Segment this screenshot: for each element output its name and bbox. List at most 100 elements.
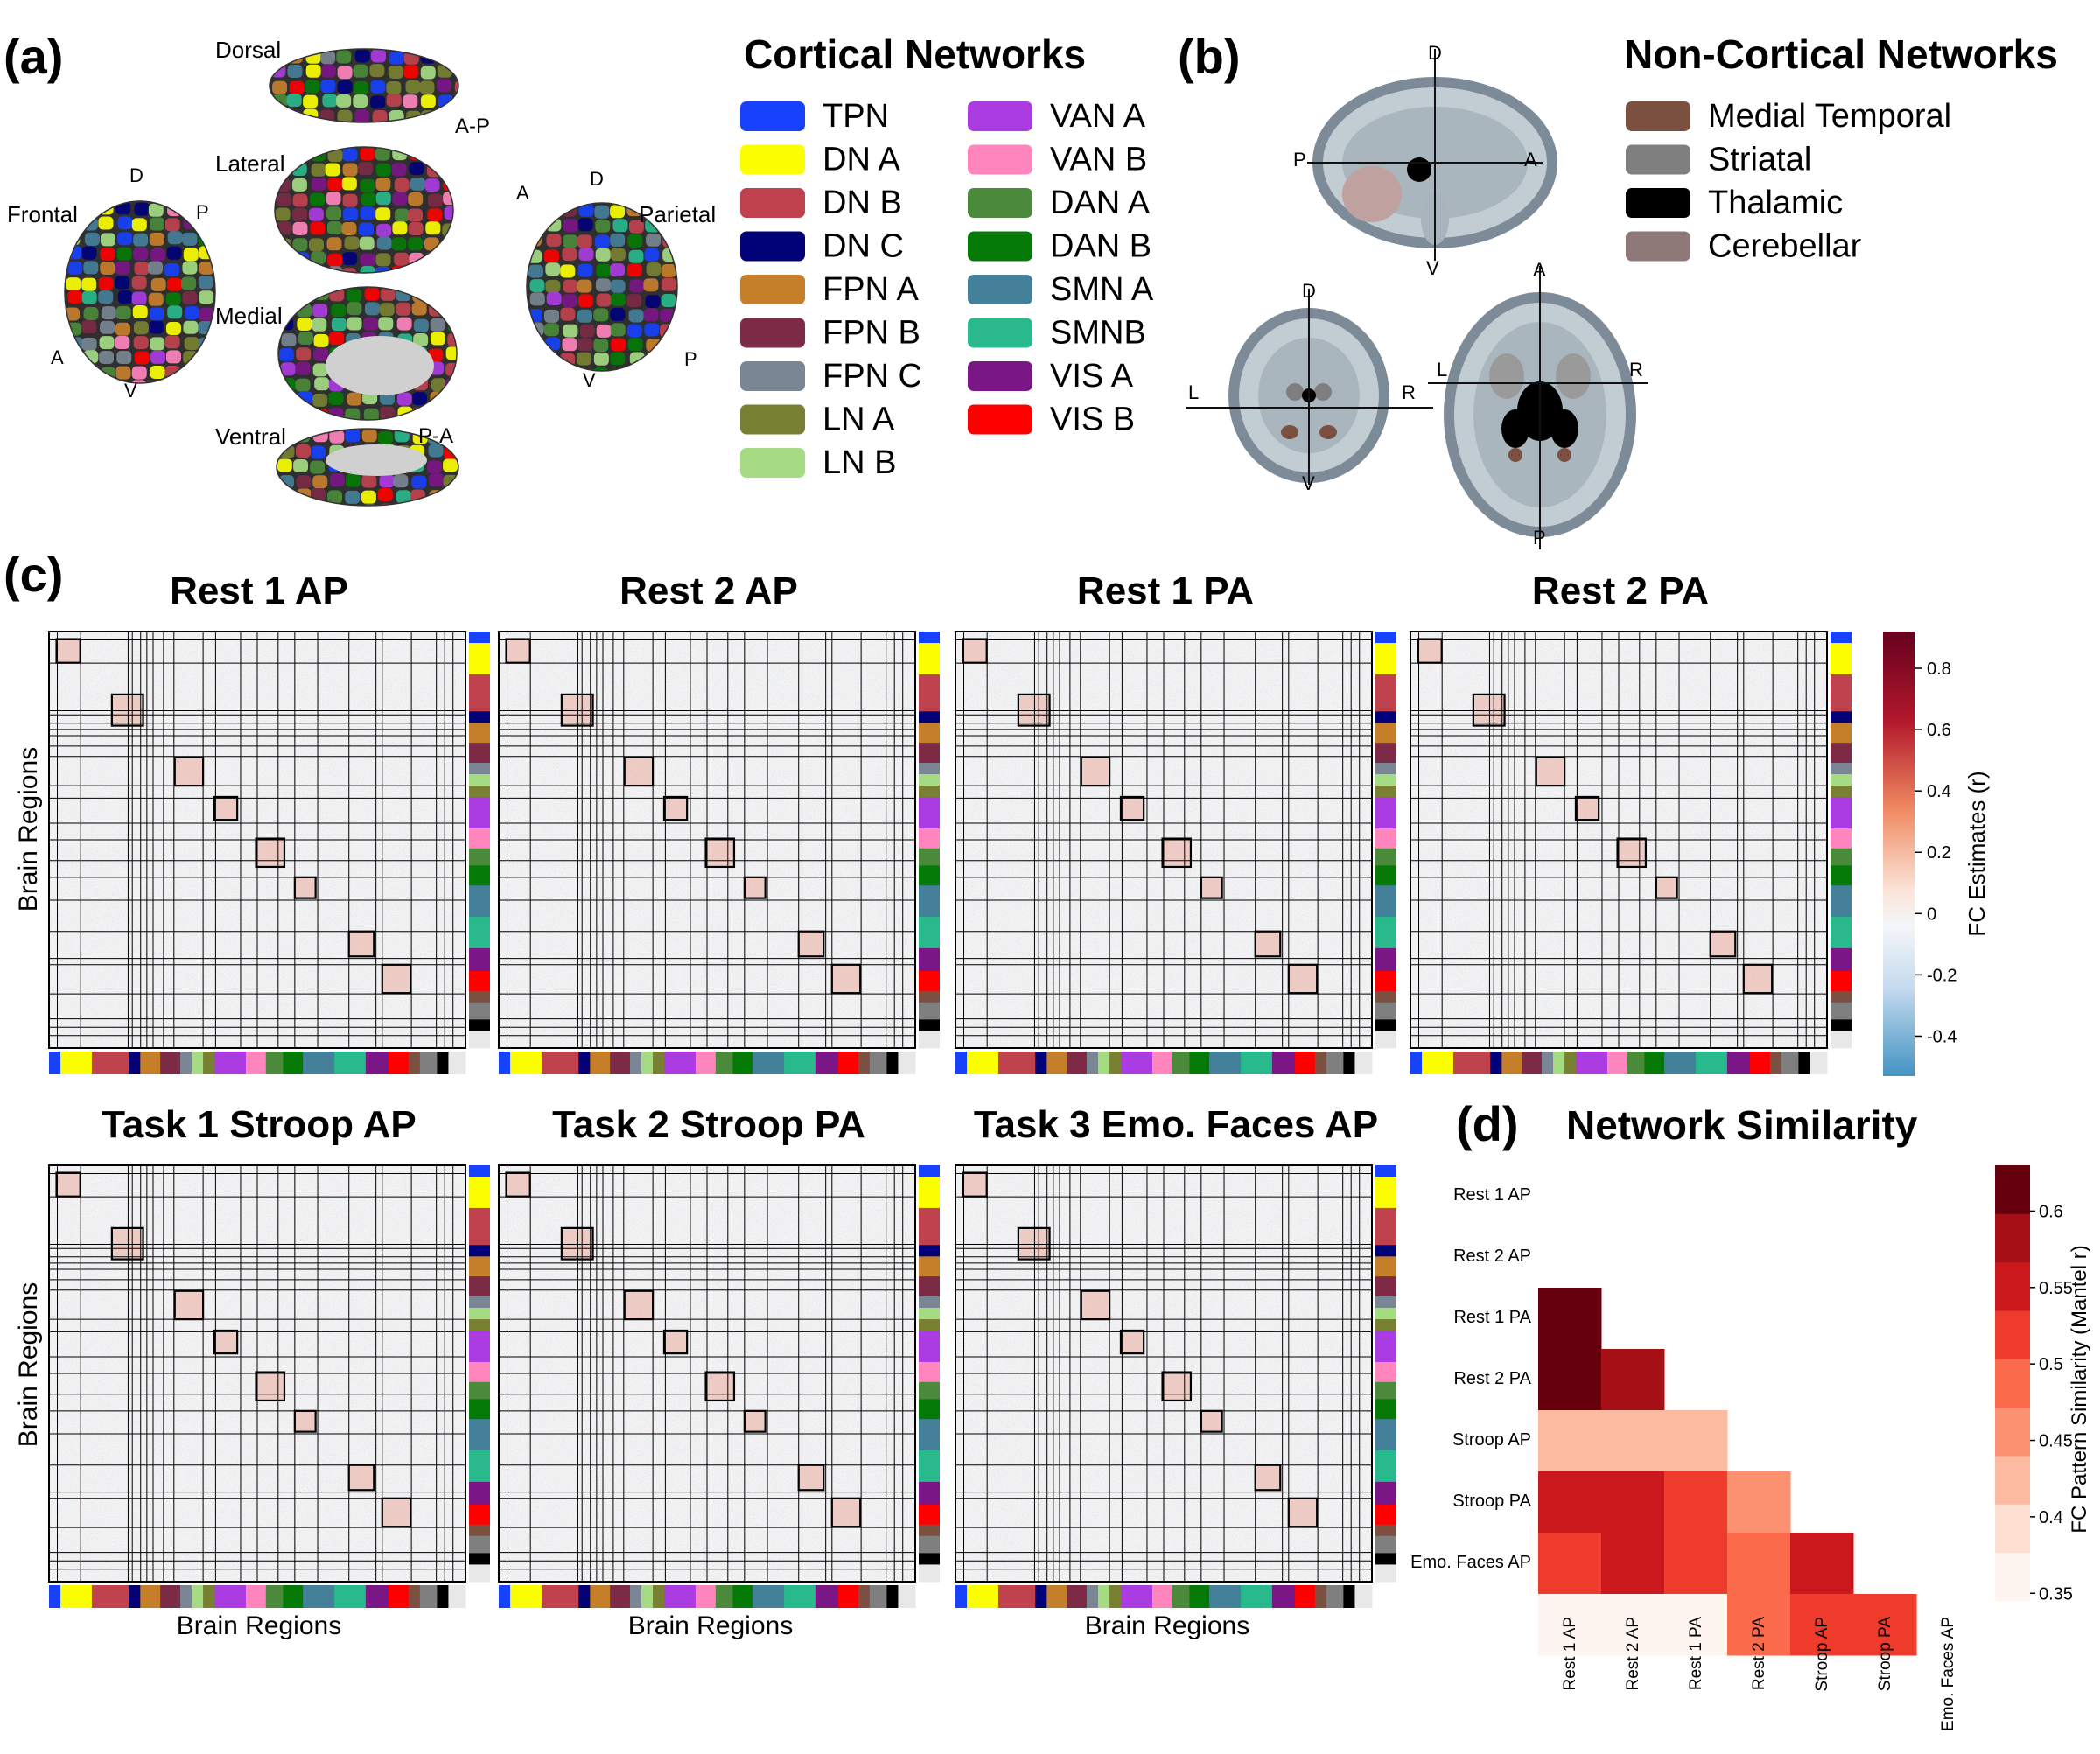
strip-right-14 — [1830, 917, 1852, 949]
legend-swatch-6 — [740, 361, 805, 391]
matrix-xlabel-2: Brain Regions — [628, 1611, 793, 1640]
strip-bottom-18 — [1781, 1052, 1799, 1074]
strip-bottom-11 — [715, 1052, 733, 1074]
strip-right-2 — [919, 674, 940, 712]
strip-bottom-7 — [641, 1585, 654, 1608]
strip-right-18 — [469, 1535, 490, 1554]
strip-bottom-15 — [365, 1585, 389, 1608]
strip-right-15 — [1376, 947, 1396, 972]
strip-right-7 — [919, 1308, 940, 1320]
strip-right-13 — [1830, 885, 1852, 918]
heatmap-col-label-3: Rest 2 PA — [1750, 1617, 1768, 1690]
strip-right-2 — [919, 1207, 940, 1246]
strip-right-7 — [469, 1308, 490, 1320]
strip-bottom-7 — [192, 1052, 204, 1074]
strip-right-17 — [469, 1524, 490, 1537]
strip-right-9 — [919, 797, 940, 829]
strip-bottom-14 — [1696, 1052, 1728, 1074]
strip-bottom-6 — [1086, 1052, 1099, 1074]
matrix-title-rest1ap: Rest 1 AP — [170, 570, 348, 612]
strip-bottom-1 — [510, 1052, 542, 1074]
strip-bottom-11 — [265, 1585, 284, 1608]
strip-bottom-18 — [869, 1052, 887, 1074]
strip-right-4 — [919, 723, 940, 744]
strip-bottom-10 — [1606, 1052, 1628, 1074]
frontal-p-letter: P — [196, 201, 209, 223]
brain-frontal — [64, 200, 216, 384]
coronal-v-letter: V — [1302, 472, 1315, 494]
noncortical-swatch-3 — [1626, 231, 1690, 262]
strip-right-0 — [1376, 632, 1396, 644]
strip-right-17 — [919, 990, 940, 1003]
strip-bottom-13 — [752, 1052, 785, 1074]
strip-right-10 — [1376, 1361, 1396, 1383]
strip-right-20 — [1830, 1031, 1852, 1049]
strip-right-5 — [469, 743, 490, 764]
fc-matrices — [48, 631, 1852, 1608]
strip-bottom-1 — [967, 1052, 999, 1074]
panel-d-label: (d) — [1456, 1096, 1519, 1151]
strip-bottom-13 — [303, 1052, 335, 1074]
fc-tick-4: 0 — [1927, 905, 1936, 924]
strip-bottom-8 — [203, 1585, 215, 1608]
strip-bottom-2 — [91, 1052, 130, 1074]
strip-right-7 — [1830, 774, 1852, 786]
strip-bottom-5 — [160, 1052, 181, 1074]
non-cortical-slices — [1186, 49, 1648, 549]
strip-bottom-3 — [578, 1052, 591, 1074]
strip-bottom-2 — [998, 1052, 1036, 1074]
parietal-p-letter: P — [684, 348, 697, 370]
strip-right-13 — [919, 1419, 940, 1451]
brain-medial — [277, 286, 458, 421]
strip-bottom-4 — [590, 1052, 611, 1074]
strip-bottom-8 — [203, 1052, 215, 1074]
strip-bottom-9 — [1576, 1052, 1608, 1074]
strip-right-4 — [469, 1256, 490, 1277]
strip-bottom-3 — [1490, 1052, 1502, 1074]
legend-swatch-16 — [968, 404, 1032, 435]
heatmap-cell-4-1 — [1601, 1471, 1665, 1534]
heatmap-cell-6-3 — [1727, 1594, 1791, 1656]
strip-bottom-7 — [1098, 1052, 1110, 1074]
legend-label-9: VAN A — [1050, 98, 1146, 135]
strip-right-1 — [1376, 643, 1396, 675]
strip-bottom-8 — [653, 1585, 665, 1608]
strip-right-6 — [919, 1296, 940, 1309]
strip-right-12 — [919, 1399, 940, 1420]
strip-right-11 — [1830, 848, 1852, 866]
strip-right-8 — [469, 786, 490, 798]
strip-right-15 — [1376, 1481, 1396, 1506]
dorsal-axis-label: A-P — [455, 115, 490, 138]
strip-right-4 — [469, 723, 490, 744]
strip-bottom-7 — [192, 1585, 204, 1608]
heatmap-cell-6-5 — [1853, 1594, 1917, 1656]
strip-bottom-8 — [1110, 1585, 1122, 1608]
strip-right-19 — [919, 1553, 940, 1565]
strip-bottom-8 — [653, 1052, 665, 1074]
legend-swatch-2 — [740, 188, 805, 218]
strip-bottom-14 — [784, 1052, 816, 1074]
fc-tick-5: -0.2 — [1927, 966, 1956, 985]
strip-right-15 — [919, 1481, 940, 1506]
panel-a-label: (a) — [4, 29, 63, 84]
strip-right-20 — [469, 1564, 490, 1583]
strip-bottom-10 — [1152, 1052, 1173, 1074]
sagittal-p-letter: P — [1293, 149, 1306, 171]
matrix-title-stroopap: Task 1 Stroop AP — [102, 1103, 416, 1146]
matrix-ylabel-row1: Brain Regions — [14, 747, 43, 912]
strip-right-20 — [919, 1564, 940, 1583]
noncortical-swatch-2 — [1626, 188, 1690, 218]
strip-right-0 — [469, 632, 490, 644]
strip-bottom-12 — [283, 1585, 304, 1608]
strip-right-16 — [1376, 1504, 1396, 1526]
strip-right-14 — [919, 1450, 940, 1483]
strip-right-12 — [1830, 865, 1852, 886]
strip-right-15 — [469, 1481, 490, 1506]
strip-right-14 — [469, 1450, 490, 1483]
strip-bottom-5 — [610, 1052, 631, 1074]
legend-swatch-0 — [740, 101, 805, 131]
strip-bottom-12 — [732, 1585, 753, 1608]
legend-label-11: DAN A — [1050, 185, 1151, 221]
